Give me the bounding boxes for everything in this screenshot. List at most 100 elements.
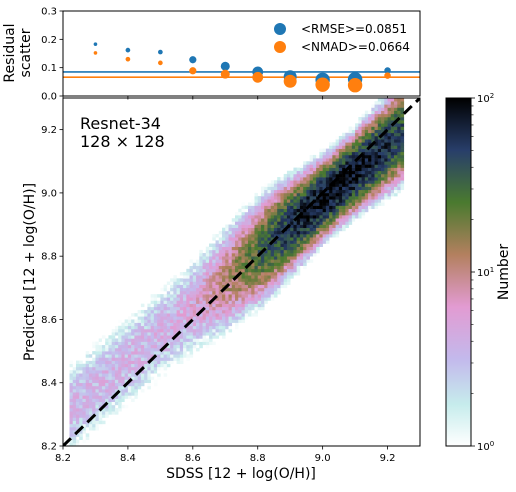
heatmap-cell	[277, 199, 281, 203]
heatmap-cell	[192, 265, 197, 270]
heatmap-cell	[228, 316, 233, 320]
heatmap-cell	[309, 221, 314, 225]
heatmap-cell	[75, 401, 80, 406]
heatmap-cell	[351, 154, 356, 159]
heatmap-cell	[332, 151, 336, 156]
heatmap-cell	[397, 126, 401, 130]
heatmap-cell	[134, 366, 138, 371]
heatmap-cell	[290, 249, 294, 254]
heatmap-cell	[225, 272, 229, 276]
heatmap-cell	[170, 306, 174, 311]
heatmap-cell	[72, 370, 77, 374]
heatmap-cell	[377, 123, 382, 127]
heatmap-cell	[251, 253, 255, 257]
heatmap-cell	[381, 154, 385, 159]
heatmap-cell	[260, 287, 265, 292]
colorbar-tick-label: 100	[477, 440, 494, 453]
heatmap-cell	[95, 351, 99, 355]
heatmap-cell	[179, 344, 184, 349]
heatmap-cell	[228, 275, 233, 279]
heatmap-cell	[118, 389, 122, 393]
heatmap-cell	[131, 385, 135, 390]
heatmap-cell	[137, 341, 142, 346]
heatmap-cell	[199, 265, 203, 270]
heatmap-cell	[270, 180, 275, 184]
heatmap-cell	[322, 211, 327, 216]
heatmap-cell	[75, 427, 80, 431]
heatmap-cell	[205, 303, 210, 308]
heatmap-cell	[105, 398, 109, 403]
heatmap-cell	[299, 164, 304, 168]
heatmap-cell	[400, 180, 405, 184]
heatmap-cell	[400, 183, 405, 187]
heatmap-cell	[374, 132, 379, 137]
heatmap-cell	[361, 211, 366, 216]
heatmap-cell	[92, 417, 96, 421]
heatmap-cell	[348, 135, 353, 140]
heatmap-cell	[273, 221, 278, 225]
heatmap-cell	[192, 344, 197, 349]
heatmap-cell	[345, 202, 349, 206]
heatmap-cell	[105, 338, 109, 342]
heatmap-cell	[368, 123, 372, 127]
heatmap-cell	[273, 186, 278, 191]
heatmap-cell	[111, 354, 116, 358]
heatmap-cell	[387, 183, 392, 187]
heatmap-cell	[257, 272, 262, 276]
heatmap-cell	[147, 303, 151, 308]
heatmap-cell	[267, 183, 272, 187]
heatmap-cell	[212, 253, 216, 257]
heatmap-cell	[144, 351, 148, 355]
heatmap-cell	[400, 173, 405, 178]
heatmap-cell	[72, 363, 77, 368]
heatmap-cell	[118, 401, 122, 406]
heatmap-cell	[244, 268, 249, 273]
heatmap-cell	[225, 294, 229, 298]
heatmap-cell	[303, 202, 307, 206]
heatmap-cell	[251, 281, 255, 285]
heatmap-cell	[390, 142, 395, 146]
heatmap-cell	[260, 215, 265, 219]
heatmap-cell	[254, 275, 259, 279]
heatmap-cell	[316, 189, 320, 194]
heatmap-cell	[186, 313, 190, 317]
heatmap-cell	[325, 189, 330, 194]
heatmap-cell	[312, 158, 317, 162]
heatmap-cell	[270, 224, 275, 229]
heatmap-cell	[134, 338, 138, 342]
heatmap-cell	[247, 284, 252, 289]
heatmap-cell	[163, 309, 168, 314]
heatmap-cell	[134, 370, 138, 374]
heatmap-cell	[260, 186, 265, 191]
heatmap-cell	[387, 177, 392, 181]
heatmap-cell	[280, 196, 284, 200]
heatmap-cell	[98, 351, 103, 355]
heatmap-cell	[267, 284, 272, 289]
heatmap-cell	[92, 360, 96, 365]
heatmap-cell	[374, 154, 379, 159]
heatmap-cell	[82, 420, 87, 425]
heatmap-cell	[241, 275, 246, 279]
heatmap-cell	[186, 268, 190, 273]
heatmap-cell	[345, 164, 349, 168]
heatmap-cell	[183, 290, 187, 295]
heatmap-cell	[199, 325, 203, 330]
heatmap-cell	[166, 328, 171, 333]
heatmap-cell	[325, 158, 330, 162]
heatmap-cell	[88, 370, 93, 374]
heatmap-cell	[170, 328, 174, 333]
heatmap-cell	[247, 253, 252, 257]
heatmap-cell	[358, 151, 362, 156]
heatmap-cell	[280, 234, 284, 238]
heatmap-cell	[358, 126, 362, 130]
heatmap-cell	[387, 186, 392, 191]
heatmap-cell	[212, 319, 216, 323]
heatmap-cell	[303, 234, 307, 238]
heatmap-cell	[374, 170, 379, 175]
heatmap-cell	[316, 180, 320, 184]
heatmap-cell	[286, 196, 291, 200]
heatmap-cell	[235, 265, 239, 270]
heatmap-cell	[218, 290, 223, 295]
heatmap-cell	[95, 344, 99, 349]
heatmap-cell	[147, 379, 151, 384]
